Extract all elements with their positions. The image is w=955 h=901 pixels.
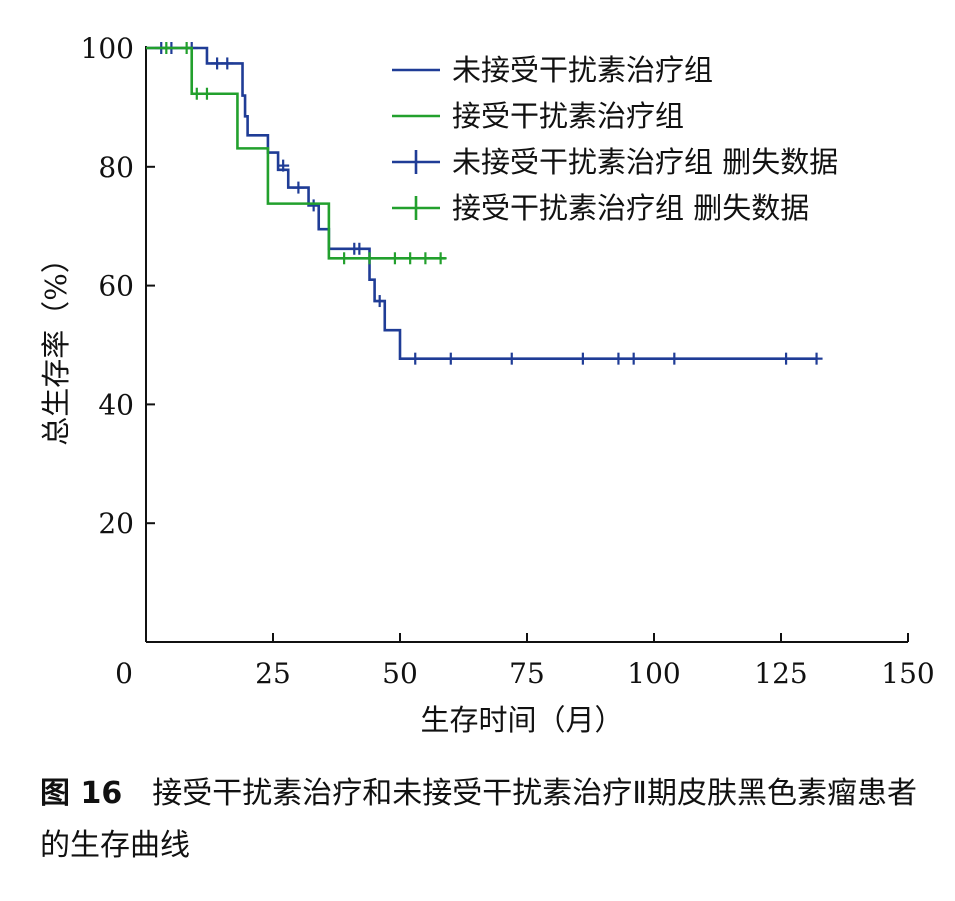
censor-mark-untreated <box>668 352 681 365</box>
figure-number: 图 16 <box>40 776 123 811</box>
censor-mark-untreated <box>373 295 386 308</box>
censor-mark-untreated <box>627 352 640 365</box>
x-tick-label: 50 <box>382 657 418 690</box>
x-tick-label: 150 <box>881 657 934 690</box>
censor-mark-treated <box>404 252 417 265</box>
x-tick-label: 125 <box>754 657 807 690</box>
legend-item-4: 接受干扰素治疗组 删失数据 <box>392 191 809 225</box>
censor-mark-treated <box>419 252 432 265</box>
censor-mark-untreated <box>211 57 224 70</box>
series-treated <box>146 42 447 265</box>
caption-text: 接受干扰素治疗和未接受干扰素治疗Ⅱ期皮肤黑色素瘤患者的生存曲线 <box>40 776 917 863</box>
censor-mark-treated <box>180 42 193 54</box>
y-axis-label: 总生存率（%） <box>39 244 73 446</box>
x-tick-label: 100 <box>627 657 680 690</box>
censor-mark-treated <box>200 87 213 100</box>
y-tick-label: 100 <box>81 32 134 65</box>
x-tick-label: 75 <box>509 657 545 690</box>
y-tick-label: 60 <box>98 270 134 303</box>
legend-item-1: 未接受干扰素治疗组 <box>392 53 713 87</box>
censor-mark-treated <box>160 42 173 54</box>
legend-item-2: 接受干扰素治疗组 <box>392 99 684 133</box>
censor-mark-treated <box>388 252 401 265</box>
censor-mark-untreated <box>444 352 457 365</box>
censor-mark-treated <box>190 87 203 100</box>
censor-mark-untreated <box>221 57 234 70</box>
x-axis-label: 生存时间（月） <box>420 703 623 737</box>
survival-line-treated <box>146 46 446 260</box>
legend-label: 接受干扰素治疗组 删失数据 <box>452 191 809 225</box>
axis-ticks: 0 25 50 75 100 125 150 20 40 60 80 100 <box>81 32 935 690</box>
censor-mark-untreated <box>409 352 422 365</box>
y-tick-label: 20 <box>98 507 134 540</box>
legend-label: 接受干扰素治疗组 <box>452 99 684 133</box>
legend-label: 未接受干扰素治疗组 删失数据 <box>452 145 838 179</box>
y-tick-label: 40 <box>98 388 134 421</box>
censor-mark-untreated <box>612 352 625 365</box>
legend-item-3: 未接受干扰素治疗组 删失数据 <box>392 145 838 179</box>
censor-mark-untreated <box>277 159 290 172</box>
censor-mark-untreated <box>353 242 366 255</box>
survival-curves <box>146 42 823 365</box>
censor-mark-treated <box>338 252 351 265</box>
x-tick-label: 25 <box>255 657 291 690</box>
censor-mark-untreated <box>292 181 305 194</box>
censor-mark-treated <box>363 252 376 265</box>
x-tick-label: 0 <box>115 657 133 690</box>
censor-mark-untreated <box>307 199 320 212</box>
censor-mark-treated <box>434 252 447 265</box>
censor-mark-untreated <box>576 352 589 365</box>
censor-mark-untreated <box>505 352 518 365</box>
legend-label: 未接受干扰素治疗组 <box>452 53 713 87</box>
figure-caption: 图 16 接受干扰素治疗和未接受干扰素治疗Ⅱ期皮肤黑色素瘤患者的生存曲线 <box>40 768 940 872</box>
censor-mark-untreated <box>810 352 823 365</box>
y-tick-label: 80 <box>98 151 134 184</box>
censor-mark-untreated <box>780 352 793 365</box>
